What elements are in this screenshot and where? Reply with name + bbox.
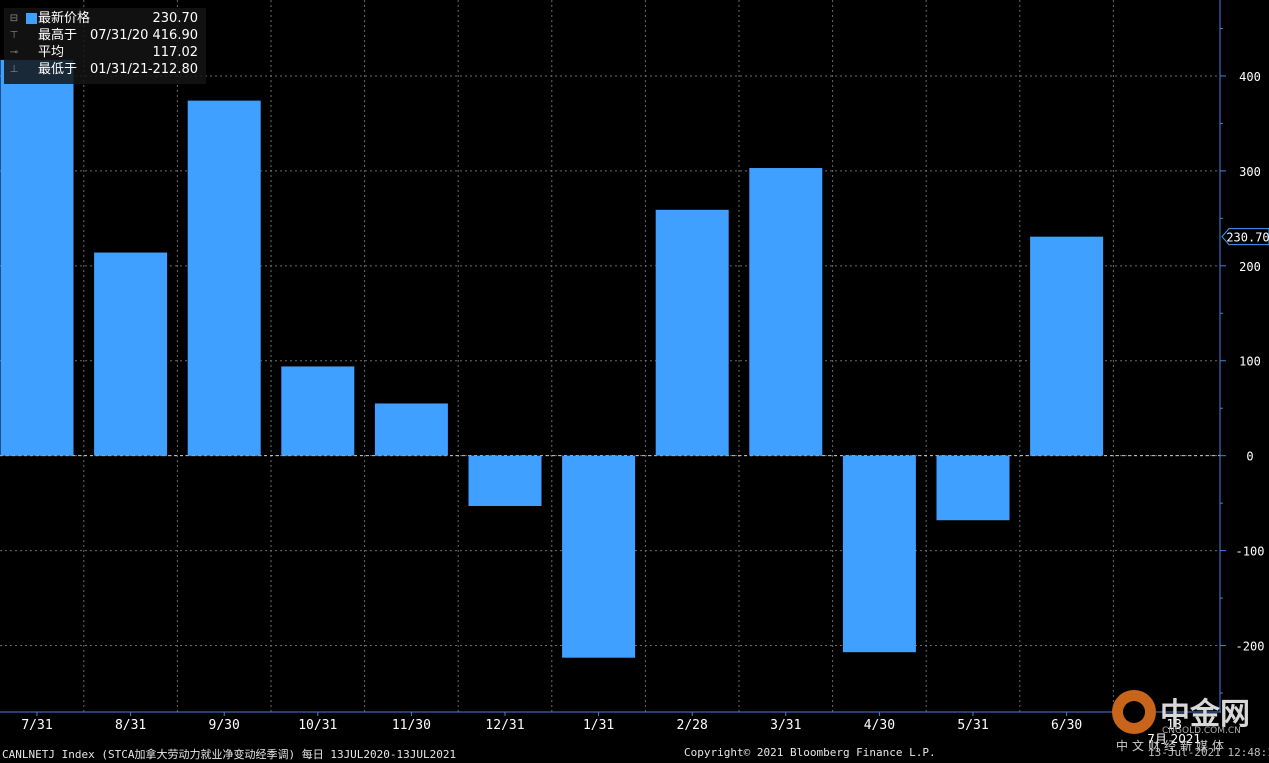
- x-tick-label-extra: 13: [1166, 718, 1182, 733]
- legend-row-low: ⊥ 最低于 01/31/21 -212.80: [4, 61, 206, 78]
- watermark-url: CNGOLD.COM.CN: [1162, 726, 1241, 736]
- legend-label: 最新价格: [38, 11, 91, 26]
- index-caption: CANLNETJ Index (STCA加拿大劳动力就业净变动经季调) 每日 1…: [2, 748, 457, 761]
- bar-12/31: [468, 455, 542, 506]
- bar-3/31: [749, 168, 823, 456]
- x-tick-label: 4/30: [864, 718, 895, 733]
- legend-row-average: ⊸ 平均 117.02: [4, 44, 206, 61]
- legend-date: 07/31/20: [90, 28, 149, 43]
- y-tick-label: 400: [1239, 70, 1261, 84]
- x-tick-label: 6/30: [1051, 718, 1082, 733]
- watermark-logo-icon: [1112, 690, 1156, 734]
- legend-label: 平均: [38, 45, 65, 60]
- x-tick-label: 9/30: [209, 718, 240, 733]
- bar-4/30: [842, 455, 916, 653]
- legend-box: ⊟ 最新价格 230.70 ⊤ 最高于 07/31/20 416.90 ⊸ 平均…: [4, 8, 206, 84]
- bar-1/31: [562, 455, 636, 658]
- last-value-label: 230.70: [1226, 231, 1269, 245]
- x-tick-label: 5/31: [957, 718, 988, 733]
- bar-2/28: [655, 209, 729, 456]
- timestamp-text: 13-Jul-2021 12:48:17: [1148, 746, 1269, 759]
- y-tick-label: -100: [1236, 545, 1265, 559]
- legend-value: 117.02: [152, 45, 199, 60]
- bar-7/31: [0, 59, 74, 456]
- legend-label: 最低于: [38, 62, 78, 77]
- latest-swatch-icon: [26, 13, 37, 24]
- y-tick-label: 0: [1246, 450, 1253, 464]
- high-marker-icon: ⊤: [9, 30, 19, 41]
- x-tick-label: 3/31: [770, 718, 801, 733]
- bar-8/31: [94, 252, 168, 456]
- average-marker-icon: ⊸: [9, 47, 19, 58]
- legend-label: 最高于: [38, 28, 78, 43]
- y-tick-label: 100: [1239, 355, 1261, 369]
- bar-9/30: [187, 100, 261, 456]
- last-value-marker: [1221, 228, 1269, 246]
- collapse-icon[interactable]: ⊟: [9, 13, 19, 24]
- legend-value: 230.70: [152, 11, 199, 26]
- x-tick-label: 12/31: [485, 718, 524, 733]
- legend-value: -212.80: [147, 62, 198, 77]
- y-tick-label: 200: [1239, 260, 1261, 274]
- x-tick-label: 7/31: [21, 718, 52, 733]
- watermark-subtitle: 中文财经新媒体: [1116, 739, 1229, 753]
- legend-value: 416.90: [152, 28, 199, 43]
- x-tick-label: 11/30: [392, 718, 431, 733]
- x-tick-label: 8/31: [115, 718, 146, 733]
- legend-row-high: ⊤ 最高于 07/31/20 416.90: [4, 27, 206, 44]
- bar-5/31: [936, 455, 1010, 521]
- x-tick-label: 1/31: [583, 718, 614, 733]
- y-tick-label: 300: [1239, 165, 1261, 179]
- watermark-title: 中金网: [1160, 697, 1250, 732]
- y-tick-label: -200: [1236, 640, 1265, 654]
- copyright-text: Copyright© 2021 Bloomberg Finance L.P.: [684, 746, 936, 759]
- x-period-label: 7月 2021: [1147, 732, 1201, 746]
- x-tick-label: 10/31: [298, 718, 337, 733]
- legend-row-latest: ⊟ 最新价格 230.70: [4, 10, 206, 27]
- legend-date: 01/31/21: [90, 62, 149, 77]
- bar-11/30: [374, 403, 448, 456]
- bar-10/31: [281, 366, 355, 456]
- low-marker-icon: ⊥: [9, 64, 19, 75]
- bar-6/30: [1030, 236, 1104, 456]
- x-tick-label: 2/28: [677, 718, 708, 733]
